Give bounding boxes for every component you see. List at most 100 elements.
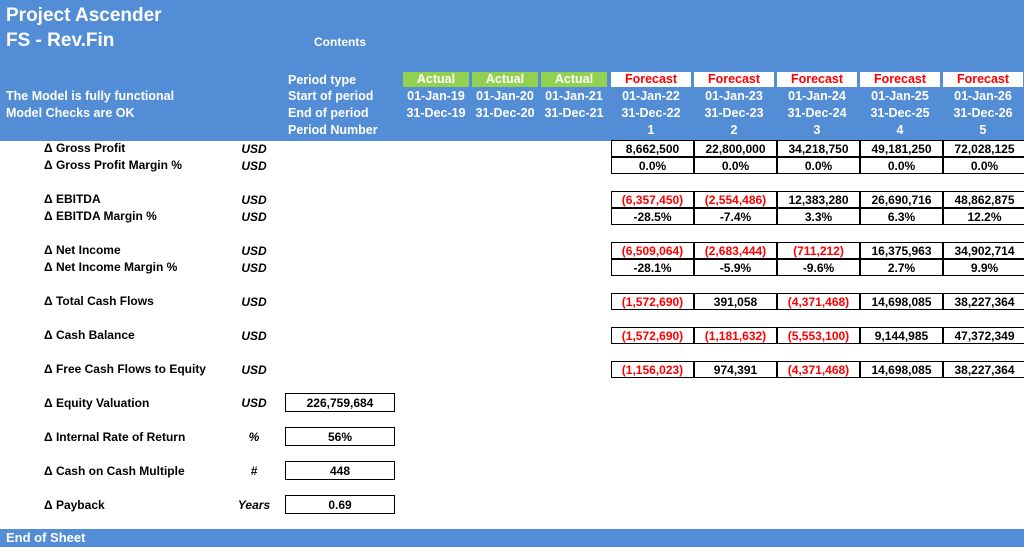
period-number-7: 4 [896, 123, 904, 137]
summary-unit: Years [237, 498, 271, 512]
metric-value-cell[interactable]: 12,383,280 [777, 191, 860, 208]
metric-value-cell[interactable]: (4,371,468) [777, 293, 860, 310]
summary-unit: # [250, 464, 258, 478]
period-number-4: 1 [647, 123, 655, 137]
metric-value-cell[interactable]: -28.1% [611, 259, 694, 276]
period-start-7: 01-Jan-25 [871, 89, 929, 103]
summary-value-cell[interactable]: 448 [285, 461, 395, 480]
metric-value-cell[interactable]: 9,144,985 [860, 327, 943, 344]
metric-value-cell[interactable]: (711,212) [777, 242, 860, 259]
metric-unit: USD [241, 363, 267, 377]
period-start-5: 01-Jan-23 [705, 89, 763, 103]
metric-unit: USD [241, 159, 267, 173]
metric-value-cell[interactable]: 48,862,875 [943, 191, 1024, 208]
period-type-7: Forecast [860, 72, 940, 87]
project-title: Project Ascender [6, 5, 162, 26]
contents-link[interactable]: Contents [314, 35, 366, 49]
metric-value-cell[interactable]: 22,800,000 [694, 140, 777, 157]
sheet-subtitle: FS - Rev.Fin [6, 30, 115, 51]
period-type-1: Actual [403, 72, 469, 87]
period-number-1 [403, 123, 469, 138]
metric-value-cell[interactable]: 72,028,125 [943, 140, 1024, 157]
period-type-4: Forecast [611, 72, 691, 87]
period-end-8: 31-Dec-26 [953, 106, 1013, 120]
metric-value-cell[interactable]: 14,698,085 [860, 361, 943, 378]
period-type-label: Period type [288, 73, 357, 87]
metric-value-cell[interactable]: 2.7% [860, 259, 943, 276]
period-end-6: 31-Dec-24 [787, 106, 847, 120]
metric-value-cell[interactable]: 16,375,963 [860, 242, 943, 259]
end-of-sheet-label: End of Sheet [6, 530, 86, 545]
metric-label: Δ Cash Balance [44, 328, 135, 342]
metric-label: Δ Gross Profit Margin % [44, 158, 182, 172]
metric-value-cell[interactable]: (2,683,444) [694, 242, 777, 259]
metric-label: Δ Total Cash Flows [44, 294, 154, 308]
period-end-2: 31-Dec-20 [475, 106, 535, 120]
metric-label: Δ EBITDA Margin % [44, 209, 157, 223]
period-end-1: 31-Dec-19 [406, 106, 466, 120]
summary-value-cell[interactable]: 226,759,684 [285, 393, 395, 412]
metric-value-cell[interactable]: 38,227,364 [943, 293, 1024, 310]
summary-label: Δ Cash on Cash Multiple [44, 464, 185, 478]
metric-value-cell[interactable]: 0.0% [943, 157, 1024, 174]
period-type-6: Forecast [777, 72, 857, 87]
metric-value-cell[interactable]: 0.0% [694, 157, 777, 174]
metric-value-cell[interactable]: (1,572,690) [611, 293, 694, 310]
metric-value-cell[interactable]: 8,662,500 [611, 140, 694, 157]
period-number-5: 2 [730, 123, 738, 137]
metric-value-cell[interactable]: (4,371,468) [777, 361, 860, 378]
period-number-label: Period Number [288, 123, 378, 137]
end-of-period-label: End of period [288, 106, 369, 120]
metric-value-cell[interactable]: 391,058 [694, 293, 777, 310]
metric-value-cell[interactable]: 34,218,750 [777, 140, 860, 157]
period-number-8: 5 [979, 123, 987, 137]
metric-value-cell[interactable]: (1,181,632) [694, 327, 777, 344]
metric-value-cell[interactable]: 9.9% [943, 259, 1024, 276]
period-type-8: Forecast [943, 72, 1023, 87]
metric-value-cell[interactable]: (5,553,100) [777, 327, 860, 344]
metric-unit: USD [241, 261, 267, 275]
metric-value-cell[interactable]: 0.0% [860, 157, 943, 174]
period-start-1: 01-Jan-19 [407, 89, 465, 103]
metric-value-cell[interactable]: 12.2% [943, 208, 1024, 225]
metric-value-cell[interactable]: 14,698,085 [860, 293, 943, 310]
metric-value-cell[interactable]: -5.9% [694, 259, 777, 276]
metric-label: Δ EBITDA [44, 192, 101, 206]
metric-value-cell[interactable]: (1,572,690) [611, 327, 694, 344]
metric-unit: USD [241, 210, 267, 224]
summary-value-cell[interactable]: 0.69 [285, 495, 395, 514]
sheet-footer: End of Sheet [0, 529, 1024, 547]
period-type-2: Actual [472, 72, 538, 87]
summary-unit: % [248, 430, 260, 444]
model-status-checks: Model Checks are OK [6, 106, 135, 120]
period-start-6: 01-Jan-24 [788, 89, 846, 103]
summary-value-cell[interactable]: 56% [285, 427, 395, 446]
metric-value-cell[interactable]: (6,357,450) [611, 191, 694, 208]
metric-value-cell[interactable]: 3.3% [777, 208, 860, 225]
metric-value-cell[interactable]: 34,902,714 [943, 242, 1024, 259]
period-start-2: 01-Jan-20 [476, 89, 534, 103]
metric-value-cell[interactable]: (6,509,064) [611, 242, 694, 259]
metric-value-cell[interactable]: -28.5% [611, 208, 694, 225]
metric-value-cell[interactable]: -9.6% [777, 259, 860, 276]
metric-value-cell[interactable]: 47,372,349 [943, 327, 1024, 344]
summary-unit: USD [241, 396, 267, 410]
metric-unit: USD [241, 193, 267, 207]
metric-value-cell[interactable]: (2,554,486) [694, 191, 777, 208]
metric-value-cell[interactable]: 26,690,716 [860, 191, 943, 208]
metric-value-cell[interactable]: 974,391 [694, 361, 777, 378]
metric-value-cell[interactable]: 6.3% [860, 208, 943, 225]
metric-label: Δ Net Income [44, 243, 121, 257]
metric-value-cell[interactable]: (1,156,023) [611, 361, 694, 378]
period-type-5: Forecast [694, 72, 774, 87]
period-number-3 [541, 123, 607, 138]
period-type-3: Actual [541, 72, 607, 87]
period-start-4: 01-Jan-22 [622, 89, 680, 103]
metric-value-cell[interactable]: 0.0% [611, 157, 694, 174]
metric-value-cell[interactable]: 38,227,364 [943, 361, 1024, 378]
sheet-header: Project Ascender FS - Rev.Fin Contents T… [0, 0, 1024, 141]
metric-value-cell[interactable]: -7.4% [694, 208, 777, 225]
start-of-period-label: Start of period [288, 89, 374, 103]
metric-value-cell[interactable]: 0.0% [777, 157, 860, 174]
metric-value-cell[interactable]: 49,181,250 [860, 140, 943, 157]
